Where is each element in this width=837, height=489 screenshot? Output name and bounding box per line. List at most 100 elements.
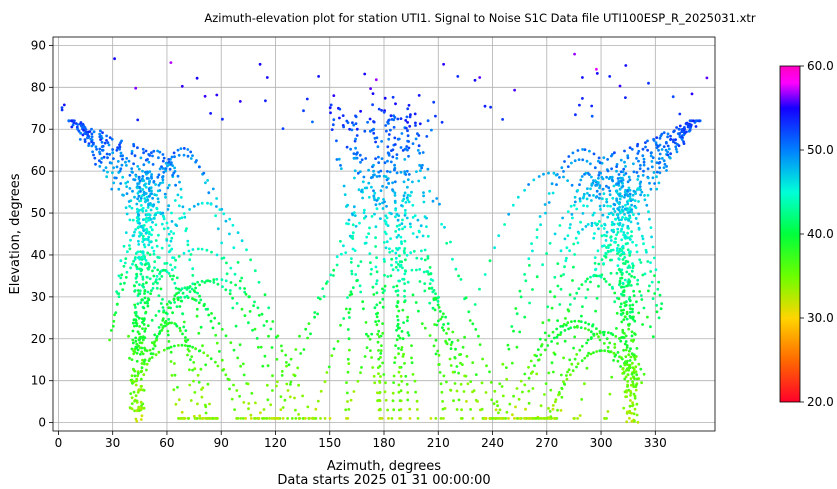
data-point	[392, 374, 396, 378]
data-point	[218, 350, 221, 353]
data-point	[527, 389, 531, 393]
data-point	[347, 337, 351, 341]
data-point	[86, 136, 89, 140]
data-point	[127, 159, 131, 163]
data-point	[559, 249, 563, 253]
data-point	[547, 192, 551, 195]
data-point	[459, 417, 463, 420]
data-point	[241, 362, 245, 366]
data-point	[216, 227, 220, 231]
data-point	[600, 175, 604, 179]
data-point	[82, 128, 85, 132]
data-point	[150, 246, 154, 250]
data-point	[567, 368, 571, 372]
data-point	[603, 417, 606, 420]
data-point	[151, 286, 155, 290]
data-point	[141, 237, 145, 241]
data-point	[98, 132, 102, 136]
data-point	[191, 248, 195, 251]
data-point	[636, 282, 639, 286]
data-point	[548, 241, 552, 245]
data-point	[601, 197, 604, 201]
data-point	[461, 345, 465, 349]
data-point	[537, 175, 541, 178]
data-point	[570, 362, 574, 366]
data-point	[436, 349, 440, 353]
data-point	[346, 296, 349, 299]
data-point	[559, 331, 563, 334]
data-point	[191, 345, 195, 349]
data-point	[392, 381, 395, 384]
data-point	[110, 187, 114, 191]
data-point	[633, 396, 637, 400]
data-point	[141, 179, 145, 183]
data-point	[349, 260, 353, 264]
data-point	[653, 182, 656, 185]
data-point	[585, 197, 589, 201]
data-point	[139, 418, 143, 421]
data-point	[625, 317, 629, 321]
data-point	[134, 276, 138, 280]
data-point	[98, 159, 101, 163]
data-point	[623, 278, 627, 282]
data-point	[397, 228, 401, 231]
data-point	[568, 249, 571, 253]
data-point	[434, 417, 438, 420]
data-point	[169, 360, 173, 363]
data-point	[635, 377, 639, 381]
data-point	[575, 207, 579, 211]
data-point	[437, 306, 441, 309]
data-point	[186, 148, 190, 151]
data-point	[405, 382, 409, 386]
data-point	[575, 353, 579, 356]
data-point	[368, 226, 371, 230]
data-point	[286, 417, 289, 420]
data-point	[572, 417, 576, 420]
data-point	[142, 338, 145, 342]
data-point	[258, 62, 262, 66]
data-point	[238, 279, 242, 283]
data-point	[139, 233, 143, 237]
data-point	[119, 167, 123, 171]
data-point	[134, 383, 138, 387]
data-point	[610, 167, 613, 171]
x-axis-ticks: 0 30 60 90 120 150 180 210 240 270 300 330	[55, 431, 667, 450]
data-point	[473, 78, 477, 82]
data-point	[211, 187, 215, 191]
data-point	[313, 311, 317, 314]
data-point	[628, 314, 632, 318]
data-point	[621, 205, 625, 209]
data-point	[332, 274, 335, 277]
data-point	[354, 146, 357, 150]
data-point	[669, 137, 673, 141]
data-point	[623, 363, 627, 367]
data-point	[134, 394, 138, 398]
data-point	[434, 338, 438, 342]
data-point	[500, 417, 504, 420]
data-point	[289, 383, 292, 386]
data-point	[179, 147, 183, 151]
data-point	[576, 362, 580, 366]
data-point	[194, 286, 198, 290]
data-point	[535, 354, 538, 358]
data-point	[153, 333, 157, 337]
data-point	[601, 244, 604, 248]
data-point	[178, 180, 181, 184]
data-point	[513, 88, 516, 92]
data-point	[136, 302, 140, 306]
data-point	[454, 347, 457, 351]
data-point	[169, 345, 173, 349]
chart-title: Azimuth-elevation plot for station UTI1.…	[204, 11, 756, 25]
data-point	[578, 103, 581, 107]
data-point	[621, 224, 624, 228]
data-point	[167, 183, 171, 187]
data-point	[394, 251, 398, 255]
data-point	[353, 139, 357, 143]
data-point	[688, 119, 692, 123]
data-point	[416, 149, 420, 152]
data-point	[529, 359, 533, 363]
data-point	[406, 391, 410, 394]
data-point	[281, 127, 285, 130]
data-point	[536, 348, 540, 351]
data-point	[402, 197, 406, 201]
